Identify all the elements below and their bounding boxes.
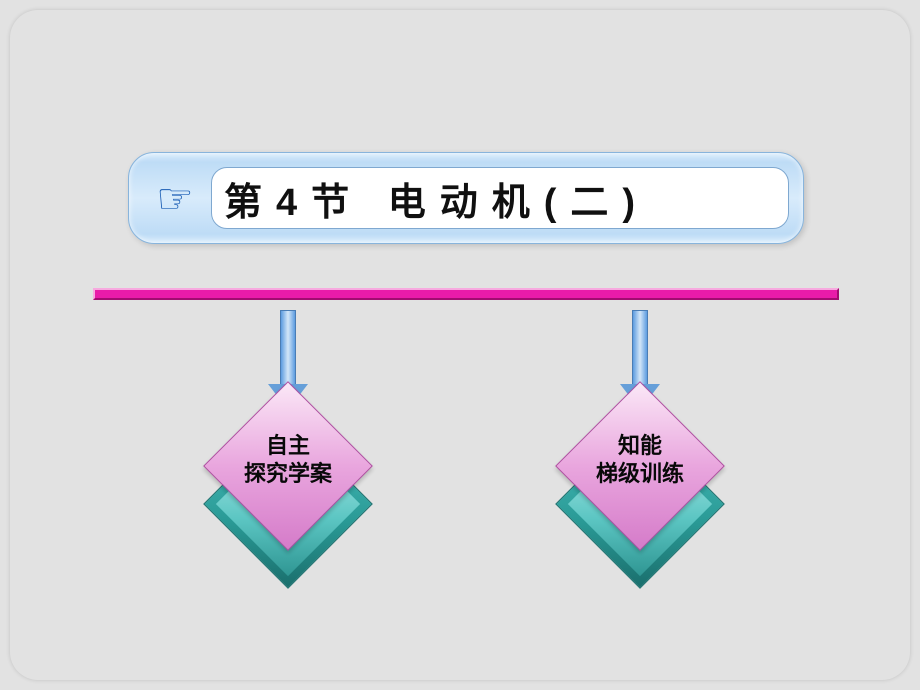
card-line1: 知能 [618, 433, 662, 458]
card-label: 知能 梯级训练 [540, 432, 740, 488]
title-container: ☞ 第4节 电动机(二) [128, 152, 804, 244]
card-label: 自主 探究学案 [188, 432, 388, 488]
card-line1: 自主 [266, 433, 310, 458]
card-knowledge-training[interactable]: 知能 梯级训练 [540, 410, 740, 570]
pointing-hand-icon: ☞ [129, 163, 209, 233]
title-inner-box: 第4节 电动机(二) [211, 167, 789, 229]
section-title: 第4节 电动机(二) [224, 171, 649, 226]
page-surface: ☞ 第4节 电动机(二) 自主 探究学案 知能 梯级训练 [10, 10, 910, 680]
arrow-shaft [632, 310, 648, 386]
card-self-study[interactable]: 自主 探究学案 [188, 410, 388, 570]
divider-bar [93, 288, 839, 300]
arrow-shaft [280, 310, 296, 386]
card-line2: 探究学案 [244, 461, 332, 486]
card-line2: 梯级训练 [596, 461, 684, 486]
